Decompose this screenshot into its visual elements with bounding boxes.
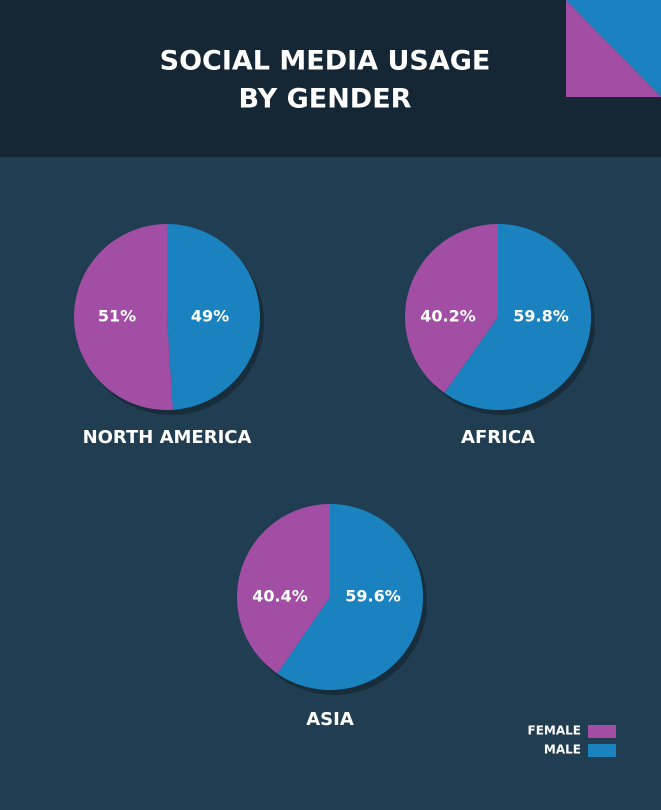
- title-line: SOCIAL MEDIA USAGE: [160, 46, 491, 77]
- pie-slice: [444, 224, 591, 410]
- pie-slice: [405, 224, 498, 393]
- pie-slice: [167, 224, 261, 410]
- header-band: [0, 0, 661, 157]
- pie-slice: [74, 224, 173, 410]
- value-label: 51%: [98, 307, 136, 326]
- value-label: 59.6%: [345, 587, 401, 606]
- legend-label: FEMALE: [528, 724, 581, 738]
- legend-label: MALE: [544, 743, 581, 757]
- pie-slice: [236, 504, 330, 674]
- value-label: 49%: [191, 307, 229, 326]
- legend-swatch: [588, 744, 616, 757]
- region-label: NORTH AMERICA: [83, 427, 252, 448]
- region-label: ASIA: [306, 709, 354, 730]
- value-label: 59.8%: [513, 307, 569, 326]
- corner-purple: [566, 0, 661, 97]
- legend-swatch: [588, 725, 616, 738]
- value-label: 40.4%: [252, 587, 308, 606]
- pie-slice: [277, 504, 423, 690]
- region-label: AFRICA: [461, 427, 535, 448]
- value-label: 40.2%: [420, 307, 476, 326]
- title-line: BY GENDER: [239, 84, 412, 115]
